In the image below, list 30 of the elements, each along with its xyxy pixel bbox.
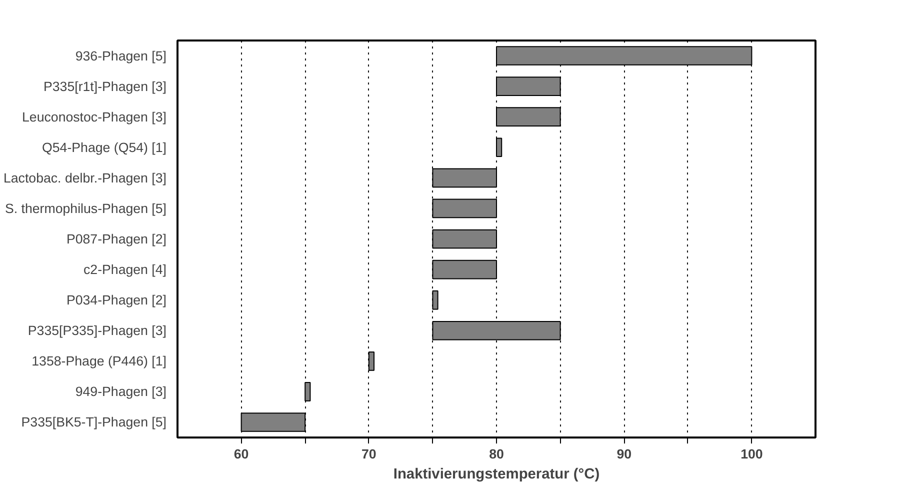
y-tick-label: P335[BK5-T]-Phagen [5] bbox=[21, 414, 166, 430]
bar bbox=[496, 138, 502, 158]
x-tick-label: 90 bbox=[616, 446, 632, 462]
x-axis-title: Inaktivierungstemperatur (°C) bbox=[393, 466, 600, 482]
y-tick-label: S. thermophilus-Phagen [5] bbox=[4, 200, 167, 216]
bar bbox=[496, 76, 561, 96]
bar bbox=[368, 351, 375, 371]
bar bbox=[432, 168, 497, 188]
bar bbox=[432, 198, 497, 218]
y-tick-label: c2-Phagen [4] bbox=[84, 262, 167, 278]
y-tick-label: P034-Phagen [2] bbox=[66, 292, 167, 308]
x-tick-label: 80 bbox=[489, 446, 504, 462]
y-tick-label: 1358-Phage (P446) [1] bbox=[32, 354, 167, 369]
bar bbox=[432, 229, 497, 249]
y-tick-label: P087-Phagen [2] bbox=[66, 232, 167, 246]
y-tick-label: 936-Phagen [5] bbox=[75, 48, 167, 64]
y-tick-label: Q54-Phage (Q54) [1] bbox=[42, 140, 167, 155]
y-tick-label: P335[r1t]-Phagen [3] bbox=[44, 78, 166, 94]
y-tick-label: Lactobac. delbr.-Phagen [3] bbox=[3, 170, 167, 186]
x-tick-label: 100 bbox=[740, 446, 763, 462]
bar bbox=[496, 107, 561, 127]
x-tick-label: 70 bbox=[361, 446, 376, 462]
bar bbox=[432, 260, 497, 280]
bar bbox=[432, 290, 438, 310]
bar bbox=[432, 320, 561, 340]
x-tick-label: 60 bbox=[234, 446, 249, 462]
bar bbox=[304, 382, 311, 402]
y-tick-label: Leuconostoc-Phagen [3] bbox=[22, 109, 167, 124]
y-tick-label: P335[P335]-Phagen [3] bbox=[28, 323, 167, 338]
y-tick-label: 949-Phagen [3] bbox=[75, 384, 167, 400]
